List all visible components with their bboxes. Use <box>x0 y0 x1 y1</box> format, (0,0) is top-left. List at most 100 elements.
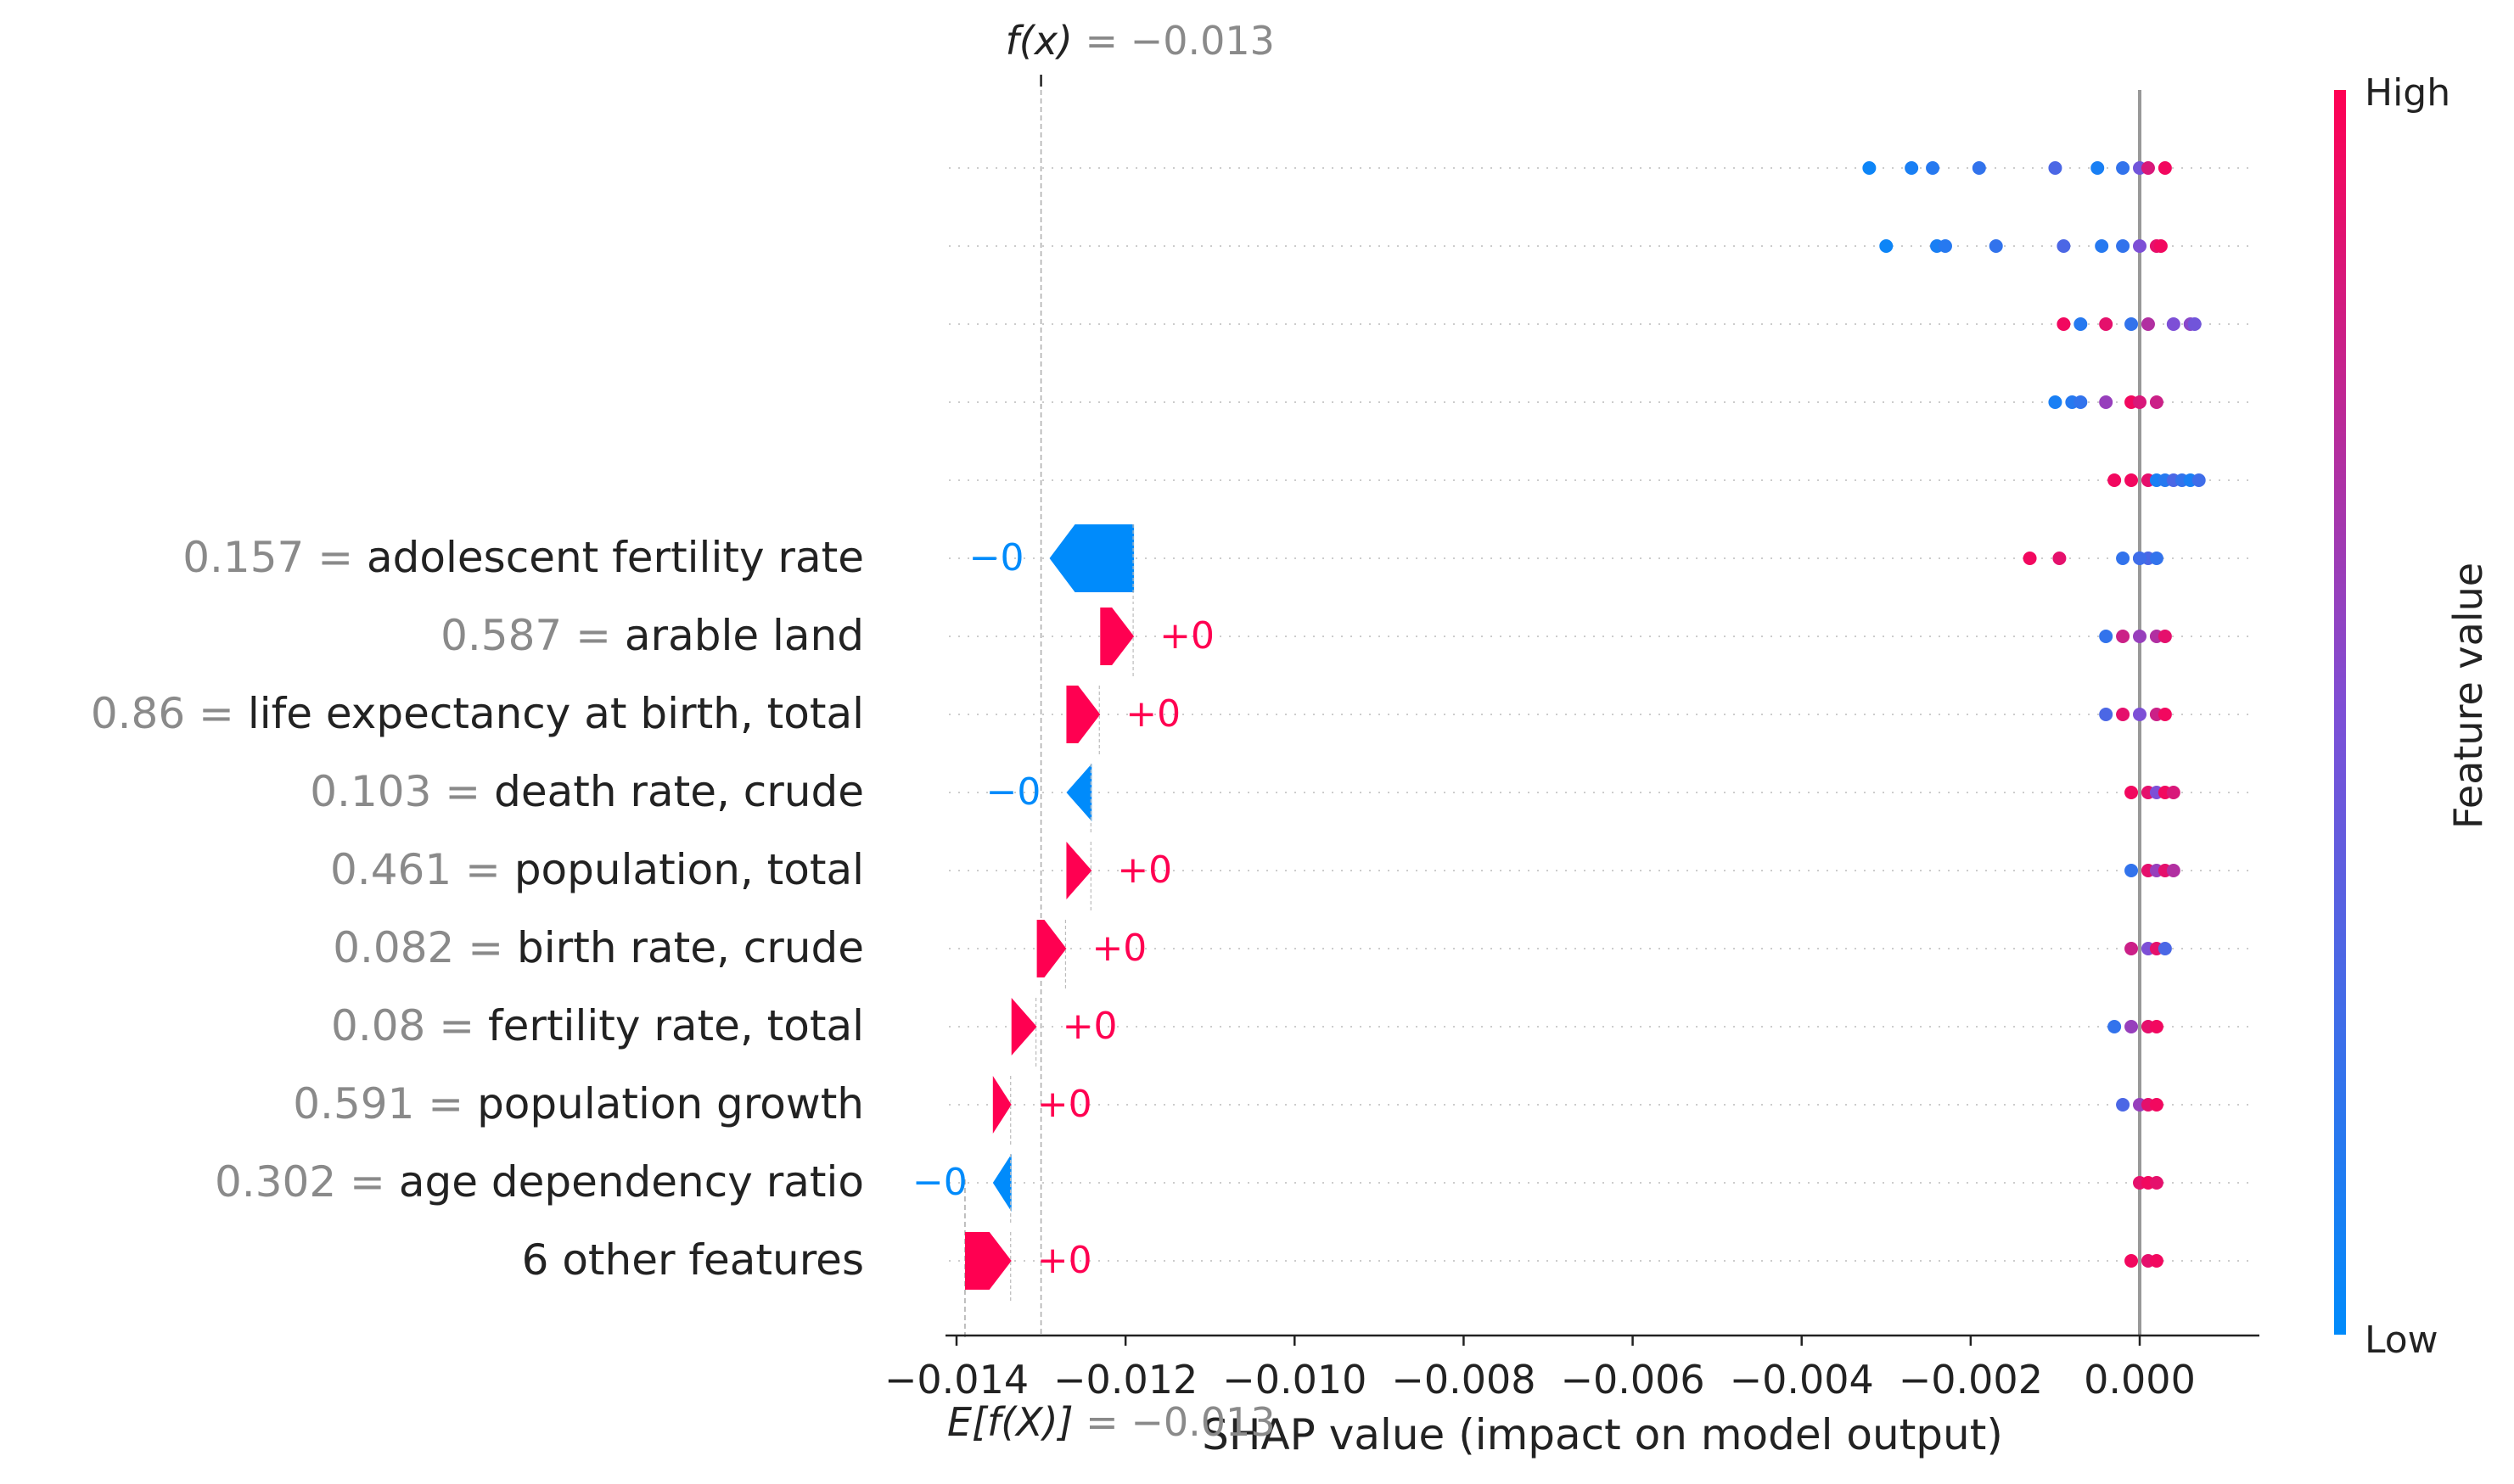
colorbar: High Low Feature value <box>2334 71 2491 1362</box>
shap-point <box>2116 708 2130 721</box>
feature-value: 0.591 <box>293 1079 414 1128</box>
shap-point <box>2090 161 2105 175</box>
shap-point <box>2116 161 2130 175</box>
shap-point <box>2124 864 2139 877</box>
shap-point <box>2158 942 2172 955</box>
shap-point <box>2073 395 2088 409</box>
shap-point <box>2099 395 2113 409</box>
colorbar-high-label: High <box>2365 71 2450 115</box>
equals-sign: = <box>336 1157 399 1207</box>
shap-point <box>1972 161 1986 175</box>
feature-label: 0.587 = arable land <box>441 611 864 660</box>
feature-value: 0.461 <box>330 845 452 894</box>
feature-name: age dependency ratio <box>399 1157 864 1207</box>
x-tick-label: −0.012 <box>1053 1357 1198 1403</box>
positive-effect-arrow <box>1066 686 1101 743</box>
shap-point <box>2149 1020 2163 1033</box>
beeswarm-points <box>1862 161 2206 1268</box>
negative-effect-arrow <box>992 1154 1012 1212</box>
feature-name: population growth <box>477 1079 864 1128</box>
equals-sign: = <box>185 689 248 738</box>
x-tick-label: −0.004 <box>1730 1357 1874 1403</box>
shap-point <box>2166 864 2180 877</box>
shap-point <box>2133 552 2146 565</box>
feature-labels: −0 0.157 = adolescent fertility rate +0 0.5… <box>91 533 1215 1285</box>
positive-effect-arrow <box>1011 998 1037 1056</box>
feature-name: birth rate, crude <box>517 923 864 972</box>
feature-name: life expectancy at birth, total <box>248 689 864 738</box>
shap-point <box>2095 239 2109 253</box>
positive-effect-arrow <box>1100 608 1135 665</box>
shap-point <box>2141 317 2155 331</box>
fx-value: −0.013 <box>1131 18 1275 64</box>
shap-point <box>2116 552 2130 565</box>
shap-point <box>2099 708 2113 721</box>
shap-point <box>2124 317 2139 331</box>
equals-sign: = <box>431 767 494 816</box>
feature-label: 0.591 = population growth <box>293 1079 864 1128</box>
shap-point <box>1938 239 1952 253</box>
positive-effect-arrow <box>1066 842 1092 899</box>
shap-point <box>2133 708 2146 721</box>
colorbar-low-label: Low <box>2365 1319 2438 1362</box>
equals-sign: = <box>454 923 517 972</box>
effect-label: +0 <box>1037 1083 1092 1126</box>
shap-point <box>2048 395 2062 409</box>
effect-label: +0 <box>1063 1005 1118 1048</box>
shap-point <box>2149 1176 2163 1190</box>
feature-label: 0.103 = death rate, crude <box>310 767 864 816</box>
feature-label: 0.86 = life expectancy at birth, total <box>91 689 864 738</box>
shap-point <box>2052 552 2067 565</box>
feature-name: arable land <box>625 611 864 660</box>
shap-point <box>2187 317 2202 331</box>
x-tick-label: −0.008 <box>1391 1357 1535 1403</box>
shap-point <box>2073 317 2088 331</box>
shap-point <box>2023 552 2037 565</box>
shap-point <box>2133 395 2146 409</box>
feature-label: 0.302 = age dependency ratio <box>215 1157 864 1207</box>
shap-point <box>2191 473 2206 487</box>
effect-label: +0 <box>1159 614 1215 658</box>
equals-sign: = <box>414 1079 477 1128</box>
effect-label: +0 <box>1091 927 1147 970</box>
efx-label: E[f(X)] = −0.013 <box>947 1399 1276 1445</box>
shap-point <box>2107 1020 2122 1033</box>
fx-annotation: f(x) = −0.013 <box>1006 18 1275 87</box>
negative-effect-arrow <box>1066 764 1092 821</box>
shap-point <box>2141 161 2155 175</box>
shap-point <box>2057 317 2071 331</box>
shap-point <box>2149 1098 2163 1112</box>
shap-point <box>2124 786 2139 799</box>
feature-value: 0.86 <box>91 689 185 738</box>
feature-label: 0.082 = birth rate, crude <box>333 923 864 972</box>
shap-point <box>2116 1098 2130 1112</box>
feature-value: 0.587 <box>441 611 562 660</box>
shap-point <box>2099 630 2113 643</box>
shap-point <box>2057 239 2071 253</box>
shap-point <box>1926 161 1940 175</box>
positive-effect-arrow <box>992 1076 1012 1134</box>
shap-point <box>1905 161 1919 175</box>
positive-effect-arrow <box>1036 920 1067 977</box>
feature-name: adolescent fertility rate <box>367 533 864 582</box>
shap-point <box>2124 942 2139 955</box>
shap-point <box>2124 473 2139 487</box>
equals-sign: = <box>452 845 514 894</box>
shap-point <box>2116 630 2130 643</box>
x-tick-label: −0.010 <box>1222 1357 1366 1403</box>
shap-point <box>2149 1254 2163 1268</box>
shap-point <box>2158 630 2172 643</box>
shap-point <box>2166 786 2180 799</box>
shap-point <box>2124 1020 2139 1033</box>
equals-sign: = <box>562 611 625 660</box>
feature-label: 0.157 = adolescent fertility rate <box>182 533 864 582</box>
effect-label: −0 <box>912 1161 968 1204</box>
equals-sign: = <box>304 533 367 582</box>
shap-point <box>2149 395 2163 409</box>
fx-name: f(x) <box>1006 18 1073 64</box>
shap-point <box>2116 239 2130 253</box>
feature-name: population, total <box>514 845 864 894</box>
feature-label: 0.461 = population, total <box>330 845 864 894</box>
efx-name: E[f(X)] <box>947 1399 1074 1445</box>
